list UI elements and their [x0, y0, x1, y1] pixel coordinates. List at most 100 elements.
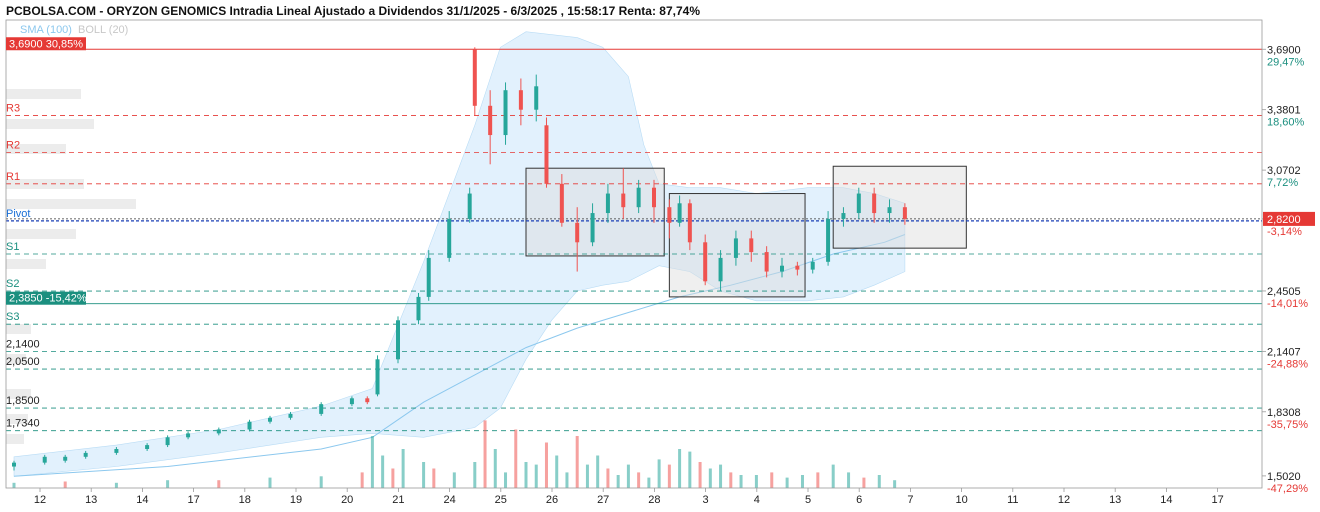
volume-bar — [678, 449, 682, 488]
legend-sma: SMA (100) — [20, 24, 72, 36]
volume-bar — [360, 472, 364, 488]
volume-bar — [585, 464, 589, 488]
y-tick-label: 1,8308 — [1267, 407, 1301, 419]
volume-bar — [381, 455, 385, 488]
candle-body — [826, 218, 831, 262]
y-tick-label: 3,0702 — [1267, 165, 1301, 177]
level-label: S1 — [6, 241, 19, 253]
level-label: R3 — [6, 103, 20, 115]
x-tick-label: 14 — [1160, 494, 1172, 506]
x-tick-label: 18 — [239, 494, 251, 506]
candle-body — [349, 398, 354, 405]
y-pct-label: -24,88% — [1267, 358, 1308, 370]
x-tick-label: 27 — [597, 494, 609, 506]
x-tick-label: 5 — [805, 494, 811, 506]
volume-bar — [616, 475, 620, 488]
x-tick-label: 7 — [907, 494, 913, 506]
y-tick-label: 3,6900 — [1267, 44, 1301, 56]
y-pct-label: 7,72% — [1267, 177, 1298, 189]
volume-bar — [524, 462, 528, 488]
candle-body — [365, 398, 370, 403]
x-tick-label: 17 — [1211, 494, 1223, 506]
legend-boll: BOLL (20) — [78, 24, 128, 36]
candle-body — [733, 238, 738, 258]
volume-profile-bar — [6, 199, 136, 209]
volume-profile-bar — [6, 119, 94, 129]
level-label: 2,0500 — [6, 356, 40, 368]
candle-body — [590, 213, 595, 243]
candle-body — [467, 193, 472, 219]
volume-bar — [422, 462, 426, 488]
volume-bar — [63, 481, 67, 488]
candle-body — [621, 193, 626, 208]
volume-profile-bar — [6, 354, 26, 364]
volume-bar — [534, 464, 538, 488]
level-label: R1 — [6, 171, 20, 183]
plot-frame — [5, 19, 1263, 489]
candle-body — [288, 413, 293, 418]
volume-bar — [698, 462, 702, 488]
candle-body — [559, 183, 564, 223]
candle-body — [114, 449, 119, 453]
candle-body — [447, 218, 452, 258]
volume-profile-bar — [6, 389, 31, 399]
candle-body — [375, 359, 380, 395]
candle-body — [687, 203, 692, 243]
volume-bar — [319, 476, 323, 488]
candle-body — [764, 252, 769, 272]
x-tick-label: 25 — [495, 494, 507, 506]
last-price-text: 2,8200 — [1267, 214, 1301, 226]
last-price-tag — [1263, 211, 1315, 226]
candle-body — [488, 105, 493, 136]
x-tick-label: 13 — [1109, 494, 1121, 506]
level-label: 1,8500 — [6, 395, 40, 407]
candle-body — [677, 203, 682, 223]
volume-profile-bar — [6, 259, 46, 269]
x-tick-label: 24 — [443, 494, 455, 506]
volume-bar — [565, 472, 569, 488]
volume-bar — [401, 449, 405, 488]
x-tick-label: 12 — [1058, 494, 1070, 506]
volume-profile-bar — [6, 414, 28, 424]
volume-bar — [754, 475, 758, 488]
candle-body — [426, 257, 431, 297]
candle-body — [872, 193, 877, 214]
candle-body — [145, 445, 150, 449]
volume-bar — [739, 475, 743, 488]
volume-bar — [483, 420, 487, 488]
candle-body — [12, 462, 16, 467]
x-tick-label: 4 — [754, 494, 760, 506]
volume-bar — [504, 472, 508, 488]
volume-profile-bar — [6, 229, 76, 239]
volume-profile-bar — [6, 89, 81, 99]
sma-line — [13, 234, 906, 477]
range-box — [832, 165, 967, 249]
volume-bar — [770, 472, 774, 488]
x-tick-label: 12 — [34, 494, 46, 506]
candle-body — [472, 49, 477, 106]
volume-bar — [708, 468, 712, 488]
candle-body — [841, 213, 846, 219]
x-tick-label: 11 — [1007, 494, 1018, 506]
level-label: 1,7340 — [6, 418, 40, 430]
volume-bar — [626, 464, 630, 488]
candle-body — [795, 265, 800, 270]
x-tick-label: 20 — [341, 494, 353, 506]
volume-bar — [862, 477, 866, 488]
x-tick-label: 13 — [85, 494, 97, 506]
volume-bar — [493, 449, 497, 488]
volume-bar — [514, 429, 518, 488]
volume-bar — [544, 442, 548, 488]
volume-bar — [877, 475, 881, 488]
candle-body — [780, 265, 784, 272]
x-tick-label: 26 — [546, 494, 558, 506]
volume-bar — [893, 480, 897, 488]
level-label: 2,1400 — [6, 339, 40, 351]
volume-bar — [606, 468, 610, 488]
chart-title: PCBOLSA.COM - ORYZON GENOMICS Intradia L… — [6, 4, 700, 18]
x-tick-label: 21 — [392, 494, 404, 506]
volume-bar — [114, 482, 118, 488]
volume-bar — [575, 436, 579, 488]
volume-bar — [816, 472, 820, 488]
volume-bar — [217, 480, 221, 488]
